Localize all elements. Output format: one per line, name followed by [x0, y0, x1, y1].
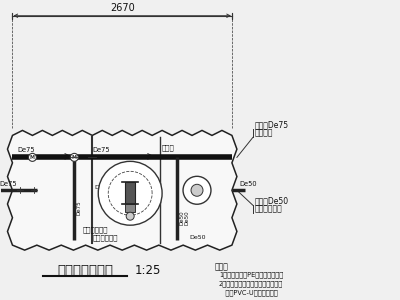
Polygon shape [8, 130, 237, 250]
Text: De75: De75 [94, 185, 111, 190]
Text: De50: De50 [239, 181, 256, 187]
Text: 1、处理间采用PE材质，埋地安装: 1、处理间采用PE材质，埋地安装 [219, 271, 283, 278]
Text: 2、回用水管、反冲洗水管、排泥管: 2、回用水管、反冲洗水管、排泥管 [219, 280, 283, 287]
Text: 至用水点: 至用水点 [255, 128, 273, 137]
Text: De50: De50 [184, 211, 189, 225]
Circle shape [183, 176, 211, 204]
Text: 清水泵: 清水泵 [162, 145, 175, 152]
Text: 采用PVC-U专用胶粘接。: 采用PVC-U专用胶粘接。 [219, 289, 278, 296]
Text: 说明：: 说明： [215, 262, 229, 271]
Text: 埋地设备间大样: 埋地设备间大样 [57, 264, 113, 277]
Text: De50: De50 [189, 235, 206, 240]
Circle shape [98, 161, 162, 225]
Circle shape [126, 212, 134, 220]
Text: 自清洗过滤器: 自清洗过滤器 [82, 226, 108, 233]
Circle shape [70, 153, 78, 161]
Text: M: M [30, 155, 35, 160]
Text: 1:25: 1:25 [135, 264, 162, 277]
Text: De75: De75 [0, 181, 17, 187]
Text: De50: De50 [102, 196, 119, 201]
Text: 至下游雨水口: 至下游雨水口 [255, 204, 283, 213]
Text: De50: De50 [179, 211, 184, 225]
Bar [125, 204, 135, 212]
Bar [125, 182, 135, 204]
Text: De75: De75 [18, 147, 35, 153]
Text: 紫外线消毒器: 紫外线消毒器 [92, 235, 118, 241]
Text: 回用管De75: 回用管De75 [255, 120, 289, 129]
Circle shape [28, 153, 36, 161]
Text: De75: De75 [76, 201, 81, 215]
Text: 2670: 2670 [110, 3, 134, 13]
Circle shape [191, 184, 203, 196]
Text: 排泥管De50: 排泥管De50 [255, 196, 289, 205]
Text: De75: De75 [92, 147, 110, 153]
Text: M: M [72, 155, 77, 160]
